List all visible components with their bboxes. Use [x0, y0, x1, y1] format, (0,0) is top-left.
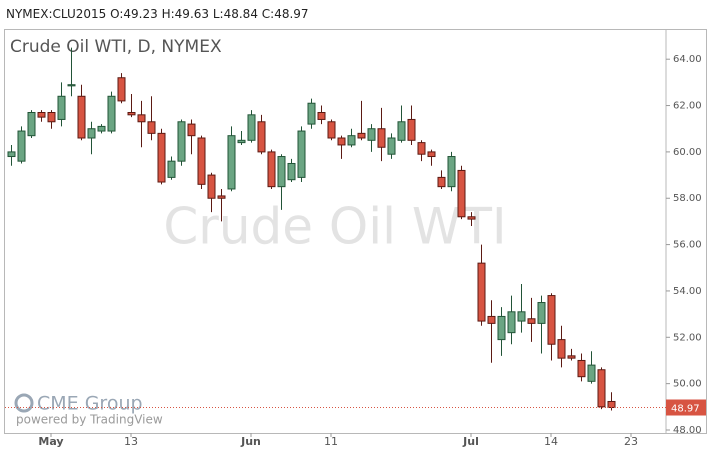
- candle-body: [467, 216, 476, 220]
- candle-body: [557, 339, 566, 359]
- high-value: 49.63: [175, 7, 209, 21]
- candle-body: [157, 132, 166, 183]
- candle-body: [127, 112, 136, 116]
- candle-body: [87, 128, 96, 139]
- y-tick-label: 50.00: [673, 379, 702, 390]
- candle-body: [517, 311, 526, 322]
- candle-body: [567, 355, 576, 359]
- candle-body: [367, 128, 376, 141]
- candle-body: [207, 174, 216, 199]
- candle-body: [347, 135, 356, 146]
- candle-body: [507, 311, 516, 334]
- candle-body: [527, 318, 536, 324]
- candle-body: [457, 169, 466, 218]
- y-tick-label: 58.00: [673, 193, 702, 204]
- last-price-tag: [666, 399, 706, 416]
- candle-body: [27, 112, 36, 137]
- watermark: Crude Oil WTI: [163, 198, 506, 256]
- y-tick-label: 64.00: [673, 54, 702, 65]
- chart-title: Crude Oil WTI, D, NYMEX: [10, 37, 222, 57]
- candle-body: [267, 151, 276, 188]
- candle-body: [337, 137, 346, 146]
- candle-body: [57, 95, 66, 120]
- candle-body: [177, 121, 186, 162]
- x-tick-label: Jul: [462, 435, 479, 448]
- y-tick-label: 62.00: [673, 101, 702, 112]
- candle-body: [427, 151, 436, 158]
- y-tick-label: 56.00: [673, 240, 702, 251]
- candle-body: [37, 112, 46, 118]
- candle-body: [377, 128, 386, 148]
- candle-body: [357, 132, 366, 139]
- y-tick-label: 52.00: [673, 332, 702, 343]
- x-tick-label: 23: [624, 435, 638, 448]
- candle-body: [327, 121, 336, 139]
- x-tick-label: Jun: [240, 435, 261, 448]
- candle-body: [17, 130, 26, 162]
- candle-body: [387, 137, 396, 155]
- candle-body: [137, 114, 146, 123]
- candle-body: [417, 142, 426, 155]
- candle-body: [247, 114, 256, 141]
- x-tick-label: 14: [544, 435, 558, 448]
- candle-body: [257, 121, 266, 153]
- candle-body: [437, 176, 446, 188]
- frame: [4, 29, 707, 434]
- brand-logo: CME Group powered by TradingView: [14, 393, 163, 427]
- candle-body: [237, 139, 246, 144]
- last-price-label: 48.97: [671, 404, 700, 415]
- candle-body: [407, 118, 416, 141]
- candle-body: [607, 400, 616, 409]
- y-tick-label: 60.00: [673, 147, 702, 158]
- candle-body: [497, 315, 506, 341]
- low-label: L:: [213, 7, 224, 21]
- candle-body: [187, 123, 196, 137]
- powered-by: powered by TradingView: [16, 413, 163, 427]
- brand: CME Group: [37, 393, 143, 415]
- candle-body: [547, 295, 556, 345]
- candle-body: [197, 137, 206, 185]
- y-tick-label: 48.00: [673, 425, 702, 436]
- candle-body: [67, 84, 76, 87]
- x-tick-label: 11: [324, 435, 338, 448]
- candle-body: [477, 262, 486, 322]
- logo-icon: [14, 393, 34, 413]
- candle-body: [487, 315, 496, 324]
- candle-body: [77, 95, 86, 139]
- candle-body: [117, 77, 126, 102]
- candle-body: [537, 302, 546, 324]
- candle-body: [47, 112, 56, 123]
- candle-body: [167, 160, 176, 178]
- candle-body: [277, 156, 286, 188]
- candle-body: [577, 359, 586, 378]
- candle-body: [97, 125, 106, 132]
- candle-body: [297, 130, 306, 178]
- open-label: O:: [110, 7, 123, 21]
- candle-body: [307, 102, 316, 125]
- candle-body: [7, 151, 16, 158]
- candle-body: [447, 156, 456, 188]
- candle-body: [317, 112, 326, 120]
- candle-body: [217, 195, 226, 199]
- low-value: 48.84: [224, 7, 258, 21]
- x-tick-label: 13: [124, 435, 138, 448]
- header: NYMEX:CLU2015 O:49.23 H:49.63 L:48.84 C:…: [6, 7, 309, 21]
- close-label: C:: [262, 7, 274, 21]
- x-tick-label: May: [38, 435, 63, 448]
- close-value: 48.97: [274, 7, 308, 21]
- candle-body: [107, 95, 116, 132]
- candle-body: [147, 121, 156, 134]
- candle-body: [287, 162, 296, 181]
- open-value: 49.23: [123, 7, 157, 21]
- candle-body: [587, 364, 596, 382]
- candle-body: [397, 121, 406, 141]
- candle-body: [597, 369, 606, 408]
- candle-body: [227, 135, 236, 190]
- y-tick-label: 54.00: [673, 286, 702, 297]
- high-label: H:: [162, 7, 175, 21]
- symbol: NYMEX:CLU2015: [6, 7, 106, 21]
